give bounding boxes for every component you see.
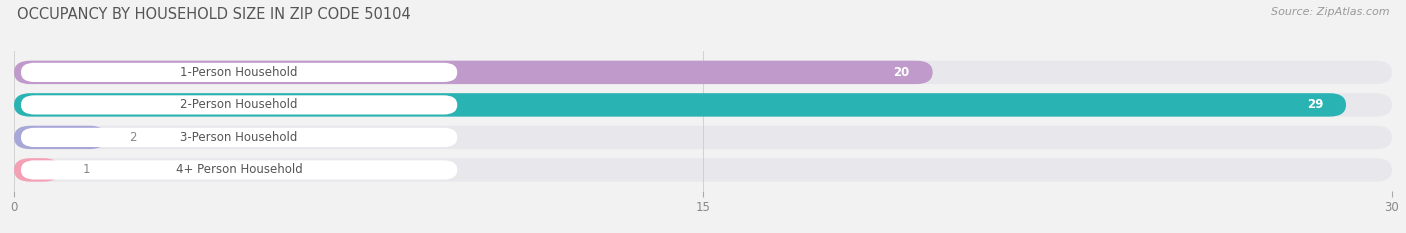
FancyBboxPatch shape [14,158,60,182]
Text: 2: 2 [129,131,136,144]
Text: 20: 20 [893,66,910,79]
Text: 3-Person Household: 3-Person Household [180,131,298,144]
FancyBboxPatch shape [14,61,1392,84]
FancyBboxPatch shape [14,93,1392,116]
Text: 1: 1 [83,163,90,176]
FancyBboxPatch shape [21,160,457,179]
Text: OCCUPANCY BY HOUSEHOLD SIZE IN ZIP CODE 50104: OCCUPANCY BY HOUSEHOLD SIZE IN ZIP CODE … [17,7,411,22]
FancyBboxPatch shape [21,95,457,114]
Text: 4+ Person Household: 4+ Person Household [176,163,302,176]
Text: 2-Person Household: 2-Person Household [180,98,298,111]
FancyBboxPatch shape [14,126,1392,149]
FancyBboxPatch shape [21,128,457,147]
FancyBboxPatch shape [14,61,932,84]
Text: Source: ZipAtlas.com: Source: ZipAtlas.com [1271,7,1389,17]
FancyBboxPatch shape [14,126,105,149]
FancyBboxPatch shape [14,158,1392,182]
FancyBboxPatch shape [21,63,457,82]
Text: 1-Person Household: 1-Person Household [180,66,298,79]
FancyBboxPatch shape [14,93,1346,116]
Text: 29: 29 [1306,98,1323,111]
